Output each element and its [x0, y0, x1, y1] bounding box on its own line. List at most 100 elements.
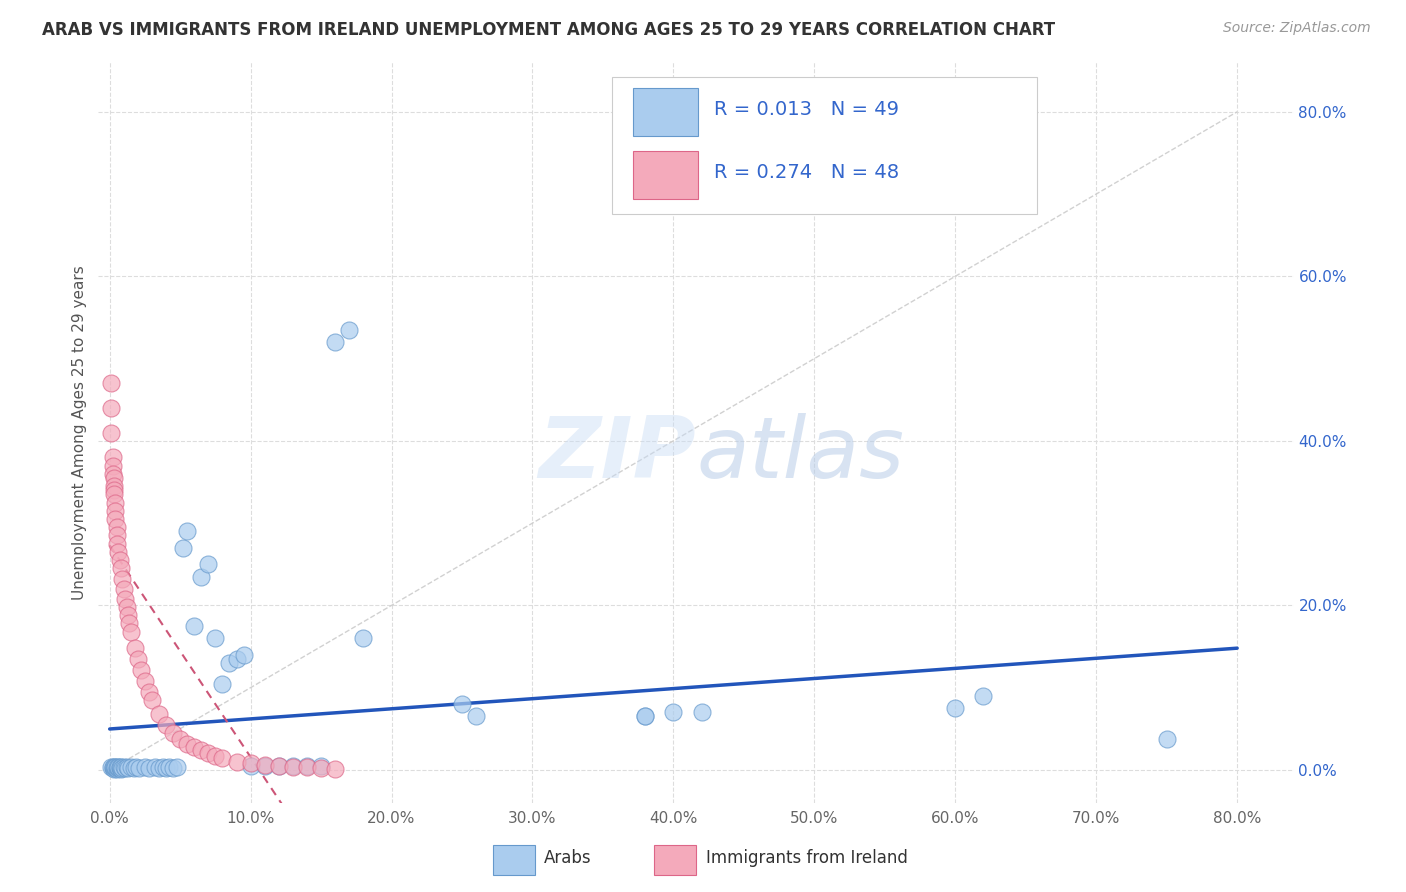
Point: [103, 479, 125, 493]
Point: [239, 756, 262, 771]
Text: Arabs: Arabs: [544, 849, 592, 867]
Point: [104, 761, 127, 775]
Point: [197, 558, 219, 572]
Point: [111, 761, 134, 775]
Bar: [633, 88, 699, 136]
Point: [114, 761, 136, 775]
Point: [218, 656, 240, 670]
Point: [267, 758, 290, 772]
Point: [183, 619, 205, 633]
Point: [295, 760, 318, 774]
Point: [225, 755, 247, 769]
Point: [155, 761, 177, 775]
Point: [101, 761, 124, 775]
Point: [166, 760, 188, 774]
Text: Immigrants from Ireland: Immigrants from Ireland: [706, 849, 907, 867]
Point: [115, 600, 138, 615]
Point: [232, 648, 254, 662]
Point: [114, 591, 136, 606]
Point: [148, 761, 170, 775]
Point: [103, 483, 125, 498]
Point: [281, 758, 304, 772]
Point: [127, 652, 149, 666]
Point: [211, 676, 233, 690]
Point: [134, 674, 156, 689]
Point: [197, 747, 219, 761]
Point: [107, 759, 129, 773]
Point: [295, 758, 318, 772]
Text: Source: ZipAtlas.com: Source: ZipAtlas.com: [1223, 21, 1371, 35]
Point: [111, 572, 134, 586]
Point: [148, 706, 170, 721]
Point: [190, 743, 212, 757]
Point: [112, 582, 135, 596]
Point: [117, 761, 139, 775]
Point: [451, 697, 474, 711]
Point: [309, 758, 332, 772]
Point: [352, 632, 374, 646]
Point: [943, 701, 966, 715]
Point: [281, 759, 304, 773]
Point: [107, 545, 129, 559]
Point: [108, 761, 131, 775]
Point: [309, 761, 332, 775]
Point: [104, 504, 127, 518]
Point: [104, 759, 127, 773]
Point: [115, 759, 138, 773]
Point: [110, 561, 132, 575]
Point: [690, 706, 713, 720]
Point: [143, 759, 166, 773]
FancyBboxPatch shape: [613, 78, 1036, 214]
Text: ARAB VS IMMIGRANTS FROM IRELAND UNEMPLOYMENT AMONG AGES 25 TO 29 YEARS CORRELATI: ARAB VS IMMIGRANTS FROM IRELAND UNEMPLOY…: [42, 21, 1056, 38]
Text: atlas: atlas: [696, 413, 904, 496]
Point: [972, 689, 994, 703]
Point: [110, 759, 132, 773]
Point: [105, 536, 128, 550]
Point: [105, 762, 128, 776]
Point: [103, 487, 125, 501]
Text: R = 0.274   N = 48: R = 0.274 N = 48: [714, 162, 898, 181]
Point: [176, 737, 198, 751]
Point: [101, 467, 124, 481]
Text: ZIP: ZIP: [538, 413, 696, 496]
Point: [138, 761, 160, 775]
Point: [104, 495, 127, 509]
Point: [204, 632, 226, 646]
Point: [100, 760, 122, 774]
Point: [662, 706, 685, 720]
Point: [162, 761, 184, 775]
Point: [239, 758, 262, 772]
Point: [141, 693, 163, 707]
Point: [105, 520, 128, 534]
Point: [183, 739, 205, 754]
Point: [122, 761, 145, 775]
Point: [172, 541, 194, 555]
Point: [138, 685, 160, 699]
Point: [323, 335, 346, 350]
Point: [323, 762, 346, 776]
Point: [253, 758, 276, 772]
Point: [211, 750, 233, 764]
Point: [152, 760, 174, 774]
Point: [110, 762, 132, 776]
Point: [118, 616, 141, 631]
Point: [100, 425, 122, 440]
Point: [176, 524, 198, 539]
Point: [103, 471, 125, 485]
Point: [103, 762, 125, 776]
Point: [157, 759, 180, 773]
Point: [337, 323, 360, 337]
Point: [162, 726, 184, 740]
Point: [101, 450, 124, 465]
Point: [125, 759, 148, 773]
Point: [124, 641, 146, 656]
Point: [1156, 731, 1178, 746]
Point: [128, 761, 150, 775]
Point: [101, 458, 124, 473]
Bar: [654, 845, 696, 875]
Point: [267, 758, 290, 772]
Bar: [633, 152, 699, 200]
Point: [190, 569, 212, 583]
Point: [634, 709, 657, 723]
Point: [634, 709, 657, 723]
